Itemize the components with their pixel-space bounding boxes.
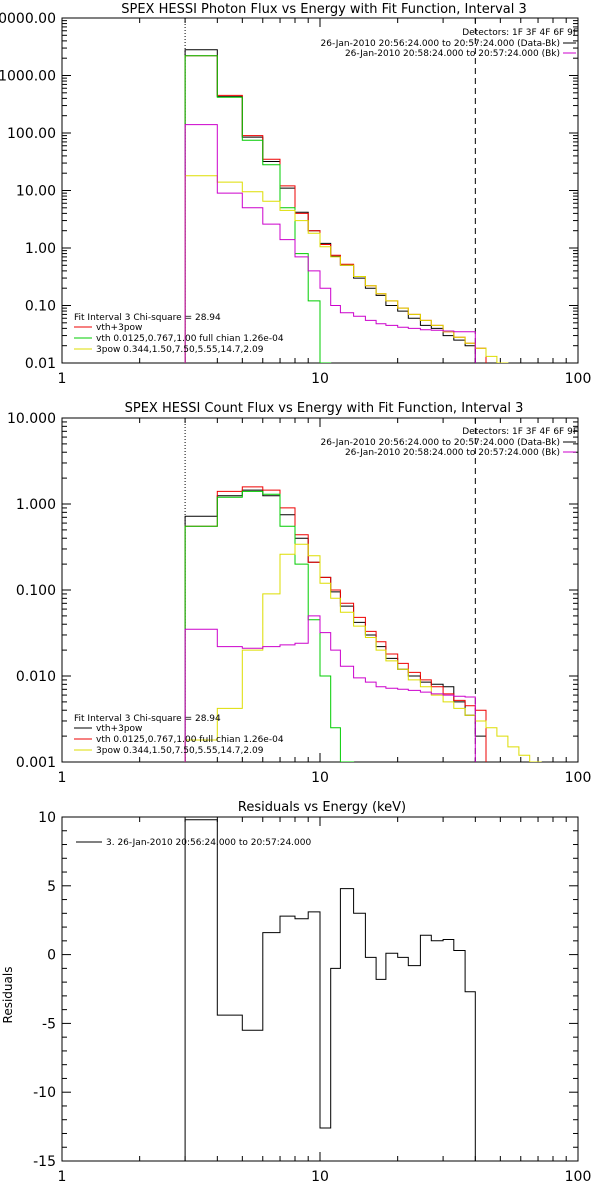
series-3pow	[184, 543, 542, 762]
y-tick-label: 10	[38, 810, 56, 826]
y-tick-label: 10.00	[16, 184, 56, 200]
y-tick-label: -15	[33, 1154, 56, 1170]
series-data-bk	[184, 489, 487, 762]
y-tick-label: 5	[47, 879, 56, 895]
y-tick-label: 0.010	[16, 669, 56, 685]
series-bk	[184, 124, 476, 363]
count-flux-plot-area: 1 10 100 0.001 0.010 0.100 1.000 10.000	[7, 411, 591, 786]
series-vth	[184, 55, 332, 363]
series-vth-3pow	[184, 486, 487, 762]
x-tick-label: 100	[565, 371, 592, 387]
series-3pow	[184, 175, 509, 363]
y-tick-label: 10000.00	[0, 11, 56, 27]
count-legend-vth3pow: vth+3pow	[96, 724, 142, 734]
x-tick-label: 10	[311, 770, 329, 786]
y-tick-label: 0.001	[16, 755, 56, 771]
count-flux-legend-top: 26-Jan-2010 20:56:24.000 to 20:57:24.000…	[321, 438, 576, 458]
series-vth-3pow	[184, 55, 487, 363]
y-tick-label: 0.01	[25, 356, 56, 372]
y-tick-label: 0.10	[25, 299, 56, 315]
x-tick-label: 100	[565, 1169, 592, 1185]
y-tick-label: 1.00	[25, 241, 56, 257]
photon-fit-header: Fit Interval 3 Chi-square = 28.94	[74, 313, 221, 323]
count-flux-title: SPEX HESSI Count Flux vs Energy with Fit…	[125, 401, 524, 416]
count-legend-vth: vth 0.0125,0.767,1.00 full chian 1.26e-0…	[96, 735, 284, 745]
photon-flux-legend-top: 26-Jan-2010 20:56:24.000 to 20:57:24.000…	[321, 39, 576, 59]
residuals-title: Residuals vs Energy (keV)	[238, 800, 406, 815]
x-tick-label: 10	[311, 371, 329, 387]
y-tick-label: 0	[47, 948, 56, 964]
photon-legend-vth3pow: vth+3pow	[96, 323, 142, 333]
count-flux-detectors-label: Detectors: 1F 3F 4F 6F 9F	[462, 427, 578, 437]
residuals-legend-label: 3. 26-Jan-2010 20:56:24.000 to 20:57:24.…	[106, 838, 311, 848]
x-tick-label: 1	[58, 770, 67, 786]
x-tick-label: 1	[58, 1169, 67, 1185]
x-tick-label: 10	[311, 1169, 329, 1185]
x-tick-label: 1	[58, 371, 67, 387]
photon-legend-vth: vth 0.0125,0.767,1.00 full chian 1.26e-0…	[96, 334, 284, 344]
y-tick-label: 10.000	[7, 411, 56, 427]
photon-flux-legend-bottom: Fit Interval 3 Chi-square = 28.94 vth+3p…	[74, 313, 284, 355]
photon-legend-bk: 26-Jan-2010 20:58:24.000 to 20:57:24.000…	[345, 49, 560, 59]
count-fit-header: Fit Interval 3 Chi-square = 28.94	[74, 714, 221, 724]
y-tick-label: 1000.00	[0, 69, 56, 85]
residuals-ylabel: Residuals	[1, 967, 15, 1024]
x-tick-label: 100	[565, 770, 592, 786]
count-flux-legend-bottom: Fit Interval 3 Chi-square = 28.94 vth+3p…	[74, 714, 284, 756]
photon-flux-detectors-label: Detectors: 1F 3F 4F 6F 9F	[462, 28, 578, 38]
photon-flux-title: SPEX HESSI Photon Flux vs Energy with Fi…	[121, 2, 527, 17]
y-tick-label: 100.00	[7, 126, 56, 142]
series-bk	[184, 615, 476, 762]
count-legend-bk: 26-Jan-2010 20:58:24.000 to 20:57:24.000…	[345, 448, 560, 458]
y-tick-label: 1.000	[16, 497, 56, 513]
residuals-plot-area: 1 10 100 -15 -10 -5 0 5 10	[33, 810, 591, 1185]
y-tick-label: 0.100	[16, 583, 56, 599]
series-3-26-jan-2010-20-56-24-000-to-20-57-24-000	[184, 819, 476, 1161]
count-legend-data-bk: 26-Jan-2010 20:56:24.000 to 20:57:24.000…	[321, 438, 560, 448]
y-tick-label: -10	[33, 1085, 56, 1101]
y-tick-label: -5	[42, 1016, 56, 1032]
photon-flux-plot-area: 1 10 100 0.01 0.10 1.00 10.00 100.00 1000.00 1000…	[0, 11, 591, 387]
count-legend-3pow: 3pow 0.344,1.50,7.50,5.55,14.7,2.09	[96, 746, 264, 756]
photon-legend-3pow: 3pow 0.344,1.50,7.50,5.55,14.7,2.09	[96, 345, 264, 355]
photon-legend-data-bk: 26-Jan-2010 20:56:24.000 to 20:57:24.000…	[321, 39, 560, 49]
plot-frame	[61, 417, 579, 763]
residuals-legend: 3. 26-Jan-2010 20:56:24.000 to 20:57:24.…	[76, 838, 311, 848]
